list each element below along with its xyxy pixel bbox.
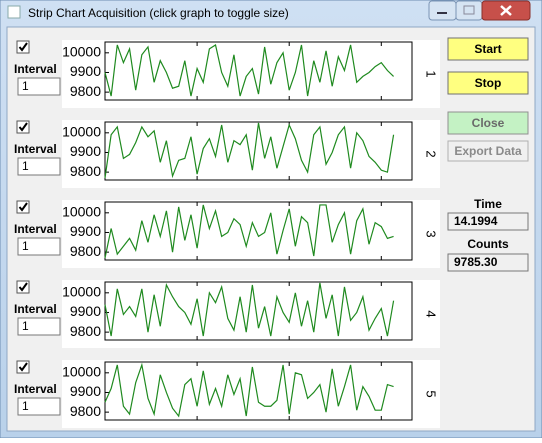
close-icon [500,5,512,16]
chart-panel[interactable] [62,40,440,108]
chart-panel[interactable] [62,280,440,348]
counts-label: Counts [467,237,509,251]
y-axis: 9800 9900 10000 [62,124,101,179]
time-box [447,212,529,231]
y-tick-label: 10000 [62,204,101,220]
strip-chart-row: Interval 1 9800 9900 10000 5 [14,360,440,428]
interval-input[interactable] [17,237,61,256]
start-button[interactable] [447,37,529,61]
plot-frame [104,281,413,341]
data-line [104,43,394,97]
strip-chart-row: Interval 1 9800 9900 10000 4 [14,280,440,348]
minimize-button[interactable] [428,0,457,21]
plot-frame [104,121,413,181]
data-line [104,282,395,337]
plot-frame [104,361,413,421]
chart-number: 2 [424,150,439,157]
export-button-label: Export Data [454,144,522,158]
y-tick-label: 9800 [70,323,101,339]
start-button-label: Start [474,42,501,56]
chart-panel[interactable] [62,200,440,268]
chart-number: 5 [424,390,439,397]
checkmark [18,282,28,292]
interval-value: 1 [22,399,29,413]
y-tick-label: 9800 [70,163,101,179]
y-tick-label: 9800 [70,403,101,419]
y-axis: 9800 9900 10000 [62,364,101,419]
interval-value: 1 [22,239,29,253]
strip-chart-row: Interval 1 9800 9900 10000 1 [14,40,440,108]
window-title: Strip Chart Acquisition (click graph to … [28,6,289,20]
checkmark [18,122,28,132]
data-line [104,122,395,179]
counts-box [447,253,529,272]
y-tick-label: 9800 [70,243,101,259]
interval-label: Interval [14,382,57,396]
maximize-icon [463,5,475,15]
y-tick-label: 10000 [62,124,101,140]
interval-label: Interval [14,142,57,156]
time-value: 14.1994 [454,214,498,228]
interval-value: 1 [22,79,29,93]
y-tick-label: 9900 [70,143,101,159]
chart-panel[interactable] [62,120,440,188]
plot-frame [104,41,413,101]
chart-number: 3 [424,230,439,237]
app-icon [7,5,21,19]
export-button[interactable] [447,140,529,162]
y-tick-label: 10000 [62,284,101,300]
interval-label: Interval [14,302,57,316]
strip-chart-row: Interval 1 9800 9900 10000 2 [14,120,440,188]
interval-input[interactable] [17,77,61,96]
chart-number: 4 [424,310,439,317]
y-axis: 9800 9900 10000 [62,284,101,339]
y-axis: 9800 9900 10000 [62,44,101,99]
y-tick-label: 9800 [70,83,101,99]
y-tick-label: 9900 [70,383,101,399]
stop-button[interactable] [447,71,529,95]
checkmark [18,42,28,52]
close-button-label: Close [472,116,505,130]
charts: Interval 1 9800 9900 10000 1 Interval 1 9800 9900… [14,40,440,428]
y-tick-label: 10000 [62,364,101,380]
checkmark [18,202,28,212]
interval-input[interactable] [17,317,61,336]
counts-value: 9785.30 [454,255,498,269]
interval-value: 1 [22,159,29,173]
data-line [104,204,394,259]
strip-chart-row: Interval 1 9800 9900 10000 3 [14,200,440,268]
interval-input[interactable] [17,397,61,416]
interval-input[interactable] [17,157,61,176]
y-tick-label: 9900 [70,63,101,79]
plot-frame [104,201,413,261]
y-axis: 9800 9900 10000 [62,204,101,259]
interval-value: 1 [22,319,29,333]
checkmark [18,362,28,372]
data-line [104,362,394,418]
chart-number: 1 [424,70,439,77]
chart-panel[interactable] [62,360,440,428]
interval-label: Interval [14,62,57,76]
side-panel: Start Stop Close Export Data Time 14.1994 Coun… [447,37,529,272]
interval-label: Interval [14,222,57,236]
close-button[interactable] [447,111,529,135]
y-tick-label: 10000 [62,44,101,60]
stop-button-label: Stop [475,76,502,90]
maximize-button[interactable] [455,0,483,21]
y-tick-label: 9900 [70,303,101,319]
y-tick-label: 9900 [70,223,101,239]
time-label: Time [474,197,502,211]
